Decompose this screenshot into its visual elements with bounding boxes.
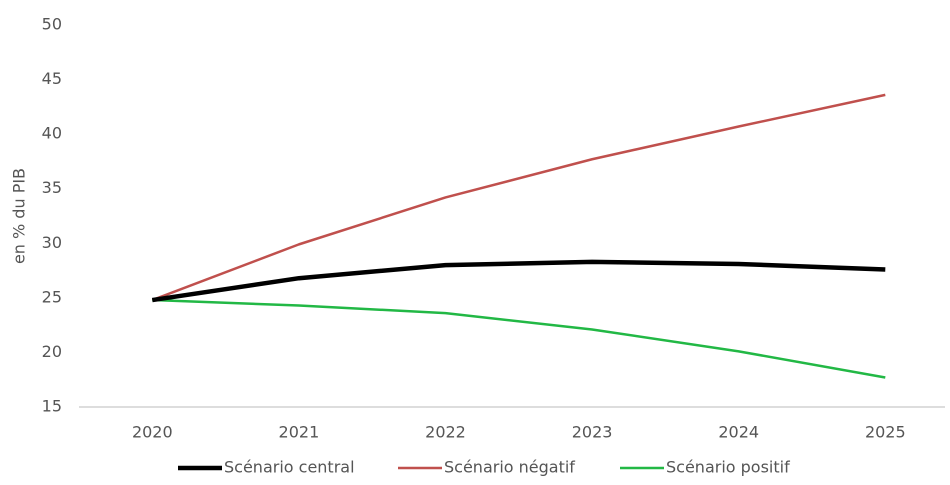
y-tick-label: 25 bbox=[42, 287, 62, 306]
legend-label: Scénario central bbox=[224, 458, 355, 477]
series-line bbox=[152, 298, 886, 379]
x-tick-label: 2020 bbox=[132, 423, 173, 442]
x-tick-label: 2021 bbox=[279, 423, 320, 442]
y-tick-label: 40 bbox=[42, 124, 62, 143]
x-tick-label: 2023 bbox=[572, 423, 613, 442]
x-tick-label: 2022 bbox=[425, 423, 466, 442]
series-line bbox=[151, 259, 886, 303]
y-axis-title: en % du PIB bbox=[10, 168, 29, 264]
series-line bbox=[151, 93, 886, 302]
y-tick-label: 50 bbox=[42, 15, 62, 34]
y-tick-label: 35 bbox=[42, 178, 62, 197]
y-tick-label: 30 bbox=[42, 233, 62, 252]
x-tick-label: 2024 bbox=[718, 423, 759, 442]
y-tick-label: 15 bbox=[42, 397, 62, 416]
x-tick-label: 2025 bbox=[865, 423, 906, 442]
y-tick-label: 20 bbox=[42, 342, 62, 361]
y-tick-label: 45 bbox=[42, 69, 62, 88]
legend-label: Scénario positif bbox=[666, 458, 790, 477]
legend-label: Scénario négatif bbox=[444, 458, 575, 477]
